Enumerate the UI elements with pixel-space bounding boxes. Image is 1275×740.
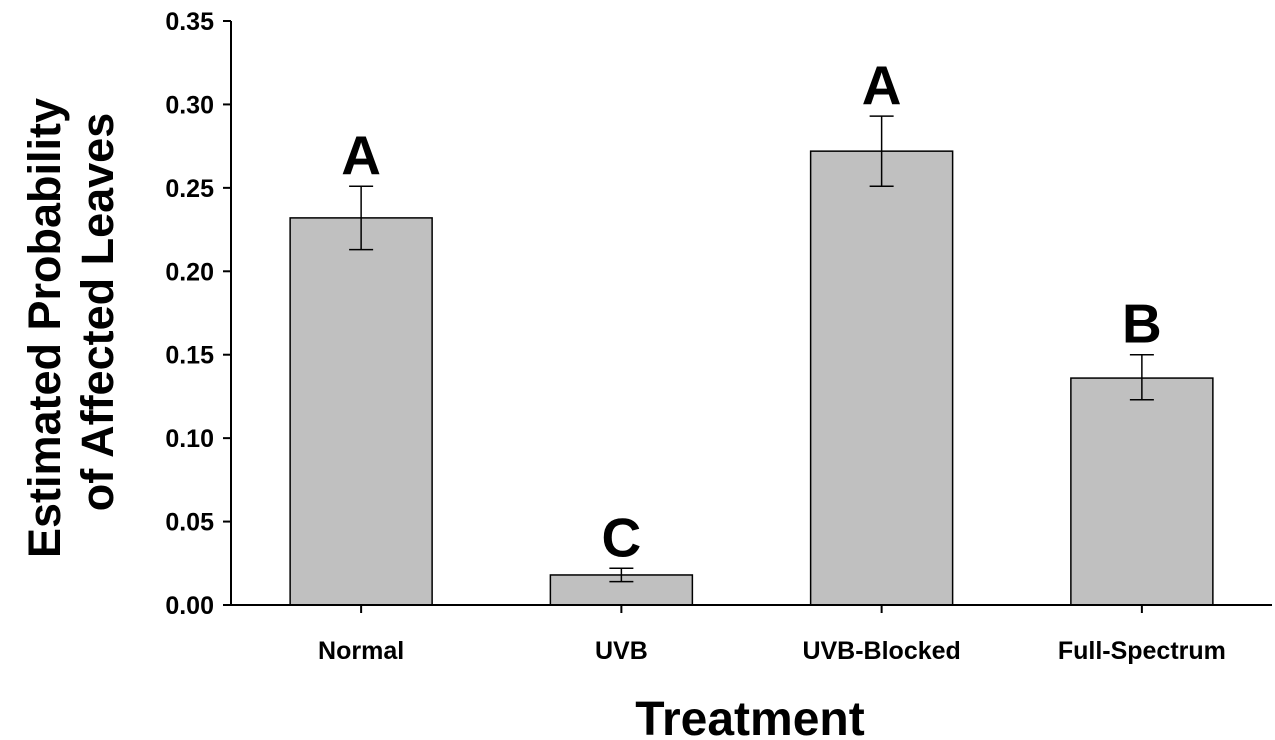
y-tick-label: 0.10 xyxy=(165,425,214,453)
y-tick-label: 0.30 xyxy=(165,91,214,119)
significance-labels: A C A B xyxy=(341,54,1161,568)
x-tick-label: Normal xyxy=(318,637,404,665)
error-bars xyxy=(349,115,1154,583)
significance-label: C xyxy=(602,506,642,568)
significance-label: A xyxy=(862,54,902,116)
x-axis-title: Treatment xyxy=(635,693,864,740)
y-axis-ticks: 0.00 0.05 0.10 0.15 0.20 0.25 0.30 0.35 xyxy=(165,8,231,620)
significance-label: A xyxy=(341,124,381,186)
bars xyxy=(289,150,1214,606)
bar xyxy=(1070,377,1214,606)
x-axis-ticks: Normal UVB UVB-Blocked Full-Spectrum xyxy=(318,605,1226,665)
y-tick-label: 0.25 xyxy=(165,175,214,203)
y-axis-title-line-1: Estimated Probability xyxy=(19,98,70,558)
bar xyxy=(289,217,433,606)
y-tick-label: 0.00 xyxy=(165,592,214,620)
x-tick-label: Full-Spectrum xyxy=(1058,637,1226,665)
x-tick-label: UVB-Blocked xyxy=(802,637,960,665)
y-axis-title-line-2: of Affected Leaves xyxy=(72,113,123,511)
y-tick-label: 0.15 xyxy=(165,342,214,370)
y-tick-label: 0.20 xyxy=(165,258,214,286)
x-tick-label: UVB xyxy=(595,637,648,665)
significance-label: B xyxy=(1122,293,1162,355)
bar xyxy=(809,150,954,606)
y-tick-label: 0.05 xyxy=(165,509,214,537)
y-tick-label: 0.35 xyxy=(165,8,214,36)
